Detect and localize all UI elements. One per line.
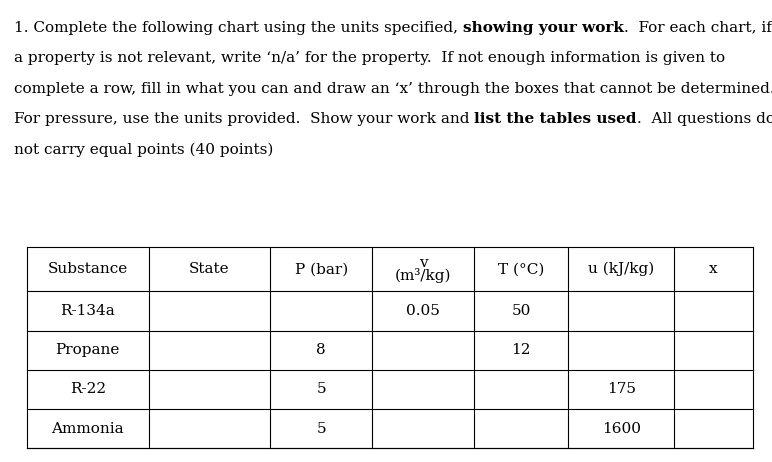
Text: Ammonia: Ammonia xyxy=(52,421,124,436)
Text: .  All questions do: . All questions do xyxy=(637,112,772,127)
Text: .  For each chart, if: . For each chart, if xyxy=(624,21,771,35)
Text: 5: 5 xyxy=(317,421,326,436)
Text: not carry equal points (40 points): not carry equal points (40 points) xyxy=(14,143,273,158)
Text: Substance: Substance xyxy=(48,262,128,276)
Text: 0.05: 0.05 xyxy=(406,304,440,318)
Text: u (kJ/kg): u (kJ/kg) xyxy=(588,262,655,276)
Text: R-22: R-22 xyxy=(69,383,106,396)
Text: 1600: 1600 xyxy=(602,421,641,436)
Text: complete a row, fill in what you can and draw an ‘x’ through the boxes that cann: complete a row, fill in what you can and… xyxy=(14,82,772,96)
Text: State: State xyxy=(189,262,230,276)
Text: a property is not relevant, write ‘n/a’ for the property.  If not enough informa: a property is not relevant, write ‘n/a’ … xyxy=(14,51,725,65)
Text: 50: 50 xyxy=(512,304,531,318)
Text: x: x xyxy=(709,262,718,276)
Text: 8: 8 xyxy=(317,343,326,357)
Text: 1. Complete the following chart using the units specified,: 1. Complete the following chart using th… xyxy=(14,21,462,35)
Text: T (°C): T (°C) xyxy=(498,262,544,276)
Text: For pressure, use the units provided.  Show your work and: For pressure, use the units provided. Sh… xyxy=(14,112,474,127)
Text: list the tables used: list the tables used xyxy=(474,112,637,127)
Text: 175: 175 xyxy=(607,383,636,396)
Text: Propane: Propane xyxy=(56,343,120,357)
Text: R-134a: R-134a xyxy=(60,304,115,318)
Text: (m³/kg): (m³/kg) xyxy=(395,268,452,283)
Text: showing your work: showing your work xyxy=(462,21,624,35)
Text: P (bar): P (bar) xyxy=(295,262,348,276)
Text: v: v xyxy=(419,256,428,270)
Text: 5: 5 xyxy=(317,383,326,396)
Text: 12: 12 xyxy=(512,343,531,357)
